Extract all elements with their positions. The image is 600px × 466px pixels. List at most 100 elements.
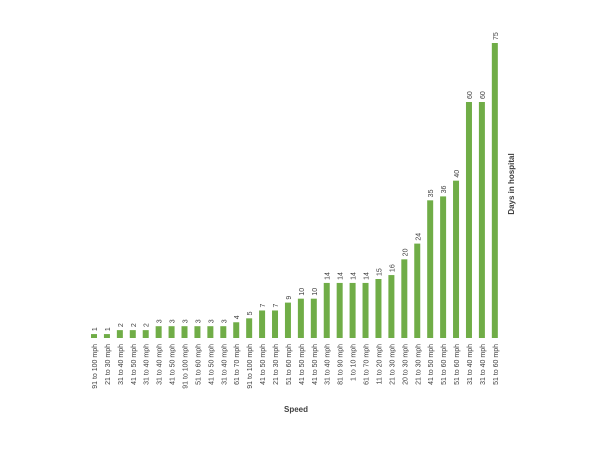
value-label-10: 3 (221, 319, 228, 323)
value-label-9: 3 (208, 319, 215, 323)
bar-3 (129, 330, 136, 338)
bar-6 (168, 326, 175, 338)
value-label-27: 36 (441, 186, 448, 194)
bar-4 (142, 330, 149, 338)
bar-0 (91, 334, 97, 338)
bar-11 (233, 322, 240, 338)
category-label-6: 41 to 50 mph (170, 344, 177, 385)
bar-1 (103, 334, 110, 338)
bar-31 (491, 43, 498, 338)
value-label-30: 60 (480, 91, 487, 99)
bar-23 (388, 275, 395, 338)
value-label-8: 3 (195, 319, 202, 323)
category-label-15: 51 to 60 mph (286, 344, 293, 385)
category-label-16: 41 to 50 mph (299, 344, 306, 385)
x-axis-title: Speed (284, 405, 308, 414)
bar-18 (323, 282, 330, 338)
bar-28 (453, 180, 460, 338)
category-label-30: 31 to 40 mph (480, 344, 487, 385)
bar-9 (207, 326, 214, 338)
y-axis-title: Days in hospital (507, 153, 516, 214)
value-label-11: 4 (234, 315, 241, 319)
category-label-25: 21 to 30 mph (415, 344, 422, 385)
bar-7 (181, 326, 188, 338)
category-label-20: 1 to 10 mph (351, 344, 358, 381)
bar-5 (155, 326, 162, 338)
value-label-18: 14 (325, 272, 332, 280)
category-label-0: 91 to 100 mph (92, 344, 99, 389)
value-label-4: 2 (144, 323, 151, 327)
value-label-3: 2 (131, 323, 138, 327)
category-label-9: 41 to 50 mph (208, 344, 215, 385)
category-label-2: 31 to 40 mph (118, 344, 125, 385)
category-label-18: 31 to 40 mph (325, 344, 332, 385)
value-label-28: 40 (454, 170, 461, 178)
value-label-12: 5 (247, 311, 254, 315)
value-label-1: 1 (105, 327, 112, 331)
bar-12 (246, 318, 253, 338)
value-label-25: 24 (415, 233, 422, 241)
category-label-4: 31 to 40 mph (144, 344, 151, 385)
category-label-7: 91 to 100 mph (183, 344, 190, 389)
value-label-5: 3 (157, 319, 164, 323)
bar-16 (297, 298, 304, 338)
category-label-27: 51 to 60 mph (441, 344, 448, 385)
value-label-15: 9 (286, 296, 293, 300)
value-label-0: 1 (92, 327, 99, 331)
category-label-29: 31 to 40 mph (467, 344, 474, 385)
bar-24 (401, 259, 408, 338)
category-label-10: 31 to 40 mph (221, 344, 228, 385)
bar-14 (272, 310, 279, 338)
category-label-26: 41 to 50 mph (428, 344, 435, 385)
category-label-11: 61 to 70 mph (234, 344, 241, 385)
category-label-24: 20 to 30 mph (402, 344, 409, 385)
bar-17 (310, 298, 317, 338)
value-label-17: 10 (312, 288, 319, 296)
value-label-20: 14 (351, 272, 358, 280)
category-label-13: 41 to 50 mph (260, 344, 267, 385)
value-labels-group: 1 1 2 2 2 3 3 3 3 3 3 4 5 7 7 9 10 10 14 14 14 14 15 16 20 24 35 36… (92, 32, 500, 331)
category-label-19: 81 to 90 mph (338, 344, 345, 385)
value-label-16: 10 (299, 288, 306, 296)
value-label-29: 60 (467, 91, 474, 99)
category-label-5: 31 to 40 mph (157, 344, 164, 385)
category-label-23: 21 to 30 mph (389, 344, 396, 385)
value-label-22: 15 (376, 268, 383, 276)
bar-15 (284, 302, 291, 338)
value-label-19: 14 (338, 272, 345, 280)
category-label-31: 51 to 60 mph (493, 344, 500, 385)
value-label-7: 3 (183, 319, 190, 323)
value-label-13: 7 (260, 303, 267, 307)
bar-2 (116, 330, 123, 338)
category-label-17: 41 to 50 mph (312, 344, 319, 385)
bar-13 (259, 310, 266, 338)
category-label-28: 51 to 60 mph (454, 344, 461, 385)
category-label-14: 21 to 30 mph (273, 344, 280, 385)
category-label-21: 61 to 70 mph (364, 344, 371, 385)
category-label-8: 51 to 60 mph (195, 344, 202, 385)
bar-22 (375, 279, 382, 338)
value-label-23: 16 (389, 264, 396, 272)
bar-21 (362, 282, 369, 338)
bar-19 (336, 282, 343, 338)
bar-29 (465, 102, 472, 338)
value-label-26: 35 (428, 189, 435, 197)
value-label-31: 75 (493, 32, 500, 40)
bar-30 (478, 102, 485, 338)
bar-8 (194, 326, 201, 338)
value-label-14: 7 (273, 303, 280, 307)
bar-26 (427, 200, 434, 338)
category-label-22: 11 to 20 mph (376, 344, 383, 384)
value-label-24: 20 (402, 248, 409, 256)
category-labels-group: 91 to 100 mph 21 to 30 mph 31 to 40 mph 41 … (92, 344, 500, 389)
category-label-3: 41 to 50 mph (131, 344, 138, 385)
category-label-12: 91 to 100 mph (247, 344, 254, 389)
bars-group (91, 43, 498, 338)
value-label-21: 14 (364, 272, 371, 280)
value-label-2: 2 (118, 323, 125, 327)
bar-25 (414, 243, 421, 338)
value-label-6: 3 (170, 319, 177, 323)
category-label-1: 21 to 30 mph (105, 344, 112, 385)
bar-27 (440, 196, 447, 338)
